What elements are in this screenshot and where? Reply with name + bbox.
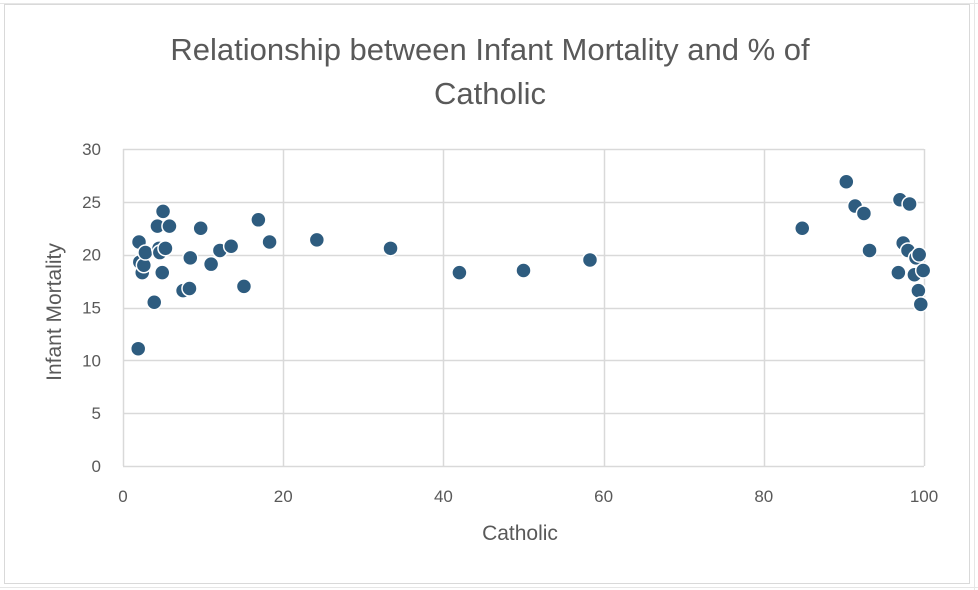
y-tick-label: 10	[82, 351, 101, 370]
data-point	[235, 278, 253, 295]
x-tick-label: 80	[754, 487, 773, 506]
y-tick-label: 20	[82, 246, 101, 265]
data-point	[161, 217, 178, 235]
data-point	[861, 242, 878, 259]
data-point	[910, 246, 928, 263]
data-point	[451, 264, 468, 281]
data-point	[137, 244, 154, 261]
data-point	[202, 255, 220, 273]
x-tick-label: 20	[274, 487, 293, 506]
x-tick-label: 100	[910, 487, 938, 506]
data-point	[793, 220, 811, 237]
data-point	[912, 296, 930, 313]
chart-title-line-2: Catholic	[434, 76, 546, 111]
chart-area[interactable]	[4, 4, 970, 584]
data-point	[308, 231, 326, 249]
y-tick-label: 25	[82, 193, 101, 212]
y-tick-label: 15	[82, 299, 101, 318]
x-tick-label: 40	[434, 487, 453, 506]
data-point	[154, 203, 172, 220]
y-tick-label: 5	[92, 404, 101, 423]
data-point	[222, 237, 240, 255]
data-point	[145, 293, 163, 311]
data-point	[250, 211, 267, 229]
y-tick-label: 30	[82, 140, 101, 159]
x-tick-label: 0	[118, 487, 127, 506]
chart-title: Relationship between Infant Mortality an…	[90, 28, 890, 116]
data-point	[910, 282, 927, 299]
y-axis-title: Infant Mortality	[43, 243, 66, 381]
data-point	[581, 251, 599, 269]
data-point	[182, 249, 199, 267]
data-point	[261, 233, 278, 251]
data-point	[192, 220, 209, 237]
data-point	[890, 264, 907, 281]
data-point	[382, 240, 399, 257]
x-tick-label: 60	[594, 487, 613, 506]
x-axis-title: Catholic	[482, 522, 558, 545]
data-point	[838, 173, 855, 191]
data-point	[157, 240, 174, 257]
data-point	[153, 264, 171, 281]
data-point	[914, 262, 932, 279]
data-point	[901, 195, 918, 213]
data-point	[129, 340, 147, 357]
data-point	[855, 205, 873, 222]
data-point	[515, 262, 532, 279]
y-tick-label: 0	[92, 457, 101, 476]
data-point	[181, 280, 198, 297]
chart-title-line-1: Relationship between Infant Mortality an…	[170, 32, 810, 67]
